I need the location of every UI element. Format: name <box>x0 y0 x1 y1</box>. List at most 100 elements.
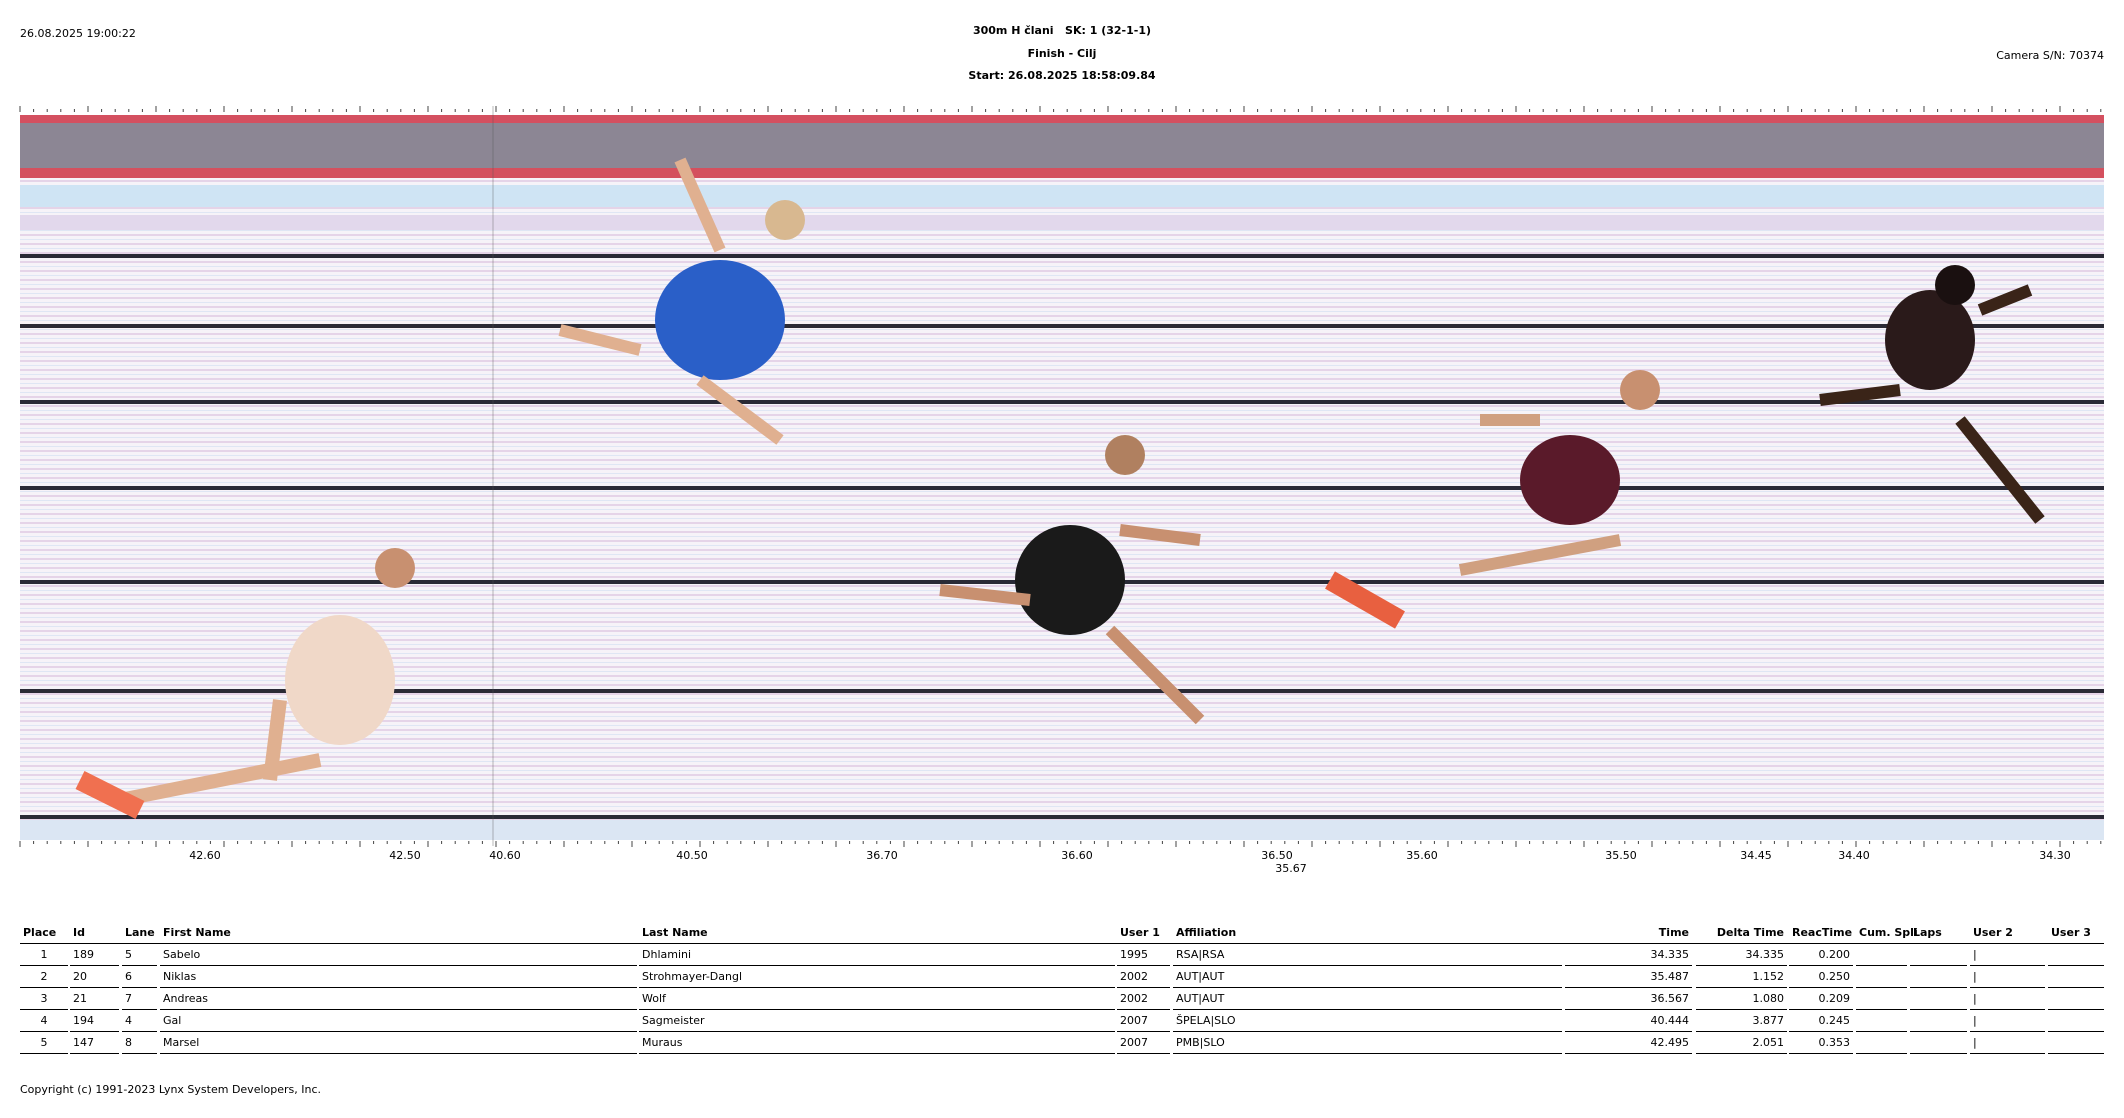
scale-label: 34.40 <box>1838 849 1870 862</box>
table-cell <box>1856 968 1907 988</box>
scale-label: 36.70 <box>866 849 898 862</box>
header-rule <box>20 924 2104 944</box>
table-cell <box>1910 1034 1967 1054</box>
table-cell: | <box>1970 946 2045 966</box>
table-cell: 189 <box>70 946 119 966</box>
table-cell <box>1856 1012 1907 1032</box>
table-cell <box>1910 946 1967 966</box>
table-cell: 5 <box>20 1034 68 1054</box>
subtitle: Finish - Cilj <box>1027 47 1097 60</box>
scale-label: 34.45 <box>1740 849 1772 862</box>
column-header: Laps <box>1913 926 1942 939</box>
marker-label: 35.67 <box>1275 862 1307 875</box>
table-cell: 40.444 <box>1565 1012 1692 1032</box>
table-cell: PMB|SLO <box>1173 1034 1562 1054</box>
band <box>20 123 2104 168</box>
table-cell: 2002 <box>1117 968 1170 988</box>
table-cell: 0.209 <box>1789 990 1853 1010</box>
table-cell: 34.335 <box>1696 946 1787 966</box>
table-cell: 2007 <box>1117 1012 1170 1032</box>
band <box>20 115 2104 123</box>
copyright: Copyright (c) 1991-2023 Lynx System Deve… <box>20 1083 322 1096</box>
table-cell <box>1856 1034 1907 1054</box>
table-cell: 1.152 <box>1696 968 1787 988</box>
title: 300m H člani SK: 1 (32-1-1) <box>972 24 1152 37</box>
scale-label: 34.30 <box>2039 849 2071 862</box>
table-cell: Marsel <box>160 1034 637 1054</box>
table-cell: 2002 <box>1117 990 1170 1010</box>
table-cell: 5 <box>122 946 157 966</box>
table-cell: 34.335 <box>1565 946 1692 966</box>
table-cell <box>1910 990 1967 1010</box>
table-cell: 0.200 <box>1789 946 1853 966</box>
scale-label: 36.60 <box>1061 849 1093 862</box>
column-header: Last Name <box>642 926 708 939</box>
table-cell: 1 <box>20 946 68 966</box>
table-cell: 2.051 <box>1696 1034 1787 1054</box>
column-header: User 3 <box>2051 926 2091 939</box>
scale-label: 35.50 <box>1605 849 1637 862</box>
table-cell: AUT|AUT <box>1173 968 1562 988</box>
table-cell: Muraus <box>639 1034 1115 1054</box>
table-cell: 7 <box>122 990 157 1010</box>
table-cell: 20 <box>70 968 119 988</box>
column-header: User 1 <box>1120 926 1160 939</box>
table-cell: | <box>1970 990 2045 1010</box>
scale-label: 40.60 <box>489 849 521 862</box>
table-cell: 0.353 <box>1789 1034 1853 1054</box>
column-header: User 2 <box>1973 926 2013 939</box>
band <box>20 168 2104 178</box>
table-cell <box>2048 1034 2104 1054</box>
table-cell: 3.877 <box>1696 1012 1787 1032</box>
scale-label: 42.50 <box>389 849 421 862</box>
table-cell: 1995 <box>1117 946 1170 966</box>
table-cell: 147 <box>70 1034 119 1054</box>
band <box>20 820 2104 840</box>
band <box>20 185 2104 207</box>
table-cell: RSA|RSA <box>1173 946 1562 966</box>
column-header: Lane <box>125 926 155 939</box>
table-cell: | <box>1970 1034 2045 1054</box>
column-header: First Name <box>163 926 231 939</box>
timestamp: 26.08.2025 19:00:22 <box>20 27 136 40</box>
table-cell: Gal <box>160 1012 637 1032</box>
scale-label: 36.50 <box>1261 849 1293 862</box>
table-cell: 42.495 <box>1565 1034 1692 1054</box>
table-cell: Wolf <box>639 990 1115 1010</box>
band <box>20 215 2104 230</box>
table-cell: 4 <box>122 1012 157 1032</box>
camera: Camera S/N: 70374 <box>1996 49 2104 62</box>
table-cell: Niklas <box>160 968 637 988</box>
scale-label: 35.60 <box>1406 849 1438 862</box>
table-cell: 2 <box>20 968 68 988</box>
table-cell: 1.080 <box>1696 990 1787 1010</box>
table-cell: 0.250 <box>1789 968 1853 988</box>
column-header: Delta Time <box>1716 926 1784 939</box>
scale-label: 42.60 <box>189 849 221 862</box>
table-cell <box>2048 968 2104 988</box>
table-cell <box>1910 968 1967 988</box>
table-cell: 0.245 <box>1789 1012 1853 1032</box>
table-cell: Sagmeister <box>639 1012 1115 1032</box>
table-cell: Strohmayer-Dangl <box>639 968 1115 988</box>
table-cell: Dhlamini <box>639 946 1115 966</box>
athletes <box>75 157 2045 819</box>
table-cell <box>2048 990 2104 1010</box>
table-cell <box>1910 1012 1967 1032</box>
table-cell: 6 <box>122 968 157 988</box>
table-cell: 3 <box>20 990 68 1010</box>
table-cell: AUT|AUT <box>1173 990 1562 1010</box>
table-cell <box>2048 946 2104 966</box>
table-cell: 36.567 <box>1565 990 1692 1010</box>
table-cell: Sabelo <box>160 946 637 966</box>
column-header: Affiliation <box>1176 926 1237 939</box>
table-cell: 4 <box>20 1012 68 1032</box>
table-cell: 35.487 <box>1565 968 1692 988</box>
photo-finish: 42.60 42.50 40.60 40.50 36.70 36.60 36.50 35.60… <box>19 106 2104 875</box>
start-time: Start: 26.08.2025 18:58:09.84 <box>968 69 1156 82</box>
column-header: ReacTime <box>1792 926 1853 939</box>
table-cell: | <box>1970 968 2045 988</box>
table-cell: 8 <box>122 1034 157 1054</box>
column-header: Place <box>23 926 57 939</box>
